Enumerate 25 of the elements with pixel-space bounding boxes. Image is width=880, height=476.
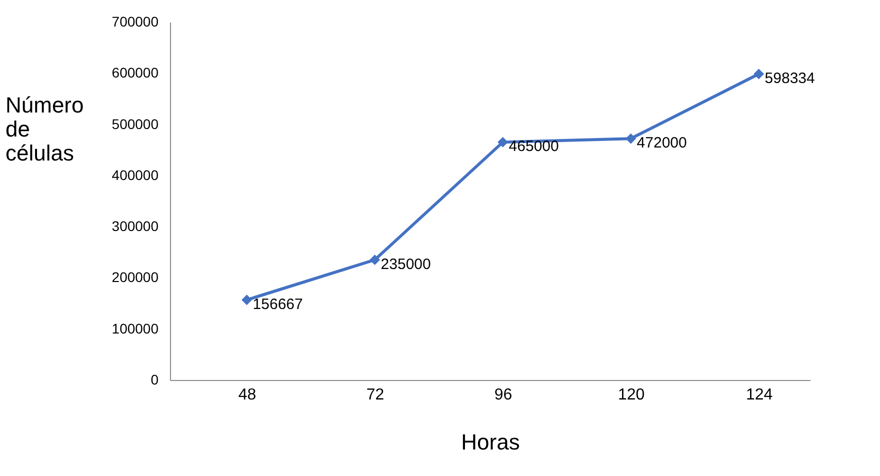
y-tick-label: 600000 — [112, 64, 159, 81]
data-label: 598334 — [764, 70, 815, 87]
y-tick-label: 400000 — [112, 166, 159, 183]
point — [242, 294, 252, 306]
point — [370, 254, 380, 266]
data-label: 465000 — [508, 138, 559, 156]
y-tick-label: 0 — [150, 372, 159, 388]
x-tick-label: 48 — [238, 386, 256, 404]
y-axis-title: Número de células — [6, 92, 84, 166]
x-tick-label: 120 — [618, 386, 645, 404]
y-tick-label: 700000 — [112, 14, 159, 30]
point — [754, 68, 764, 80]
y-tick-label: 300000 — [112, 218, 159, 234]
data-label: 235000 — [380, 256, 431, 273]
y-tick-label: 100000 — [112, 320, 159, 336]
data-label: 156667 — [252, 296, 303, 313]
point — [626, 133, 636, 144]
point — [498, 136, 508, 148]
y-tick-label: 500000 — [112, 116, 159, 132]
x-tick-label: 96 — [494, 386, 512, 404]
x-axis-title: Horas — [461, 430, 520, 454]
x-tick-label: 124 — [746, 386, 773, 404]
data-label: 472000 — [636, 134, 687, 152]
x-tick-label: 72 — [366, 386, 384, 404]
y-tick-label: 200000 — [112, 269, 159, 286]
